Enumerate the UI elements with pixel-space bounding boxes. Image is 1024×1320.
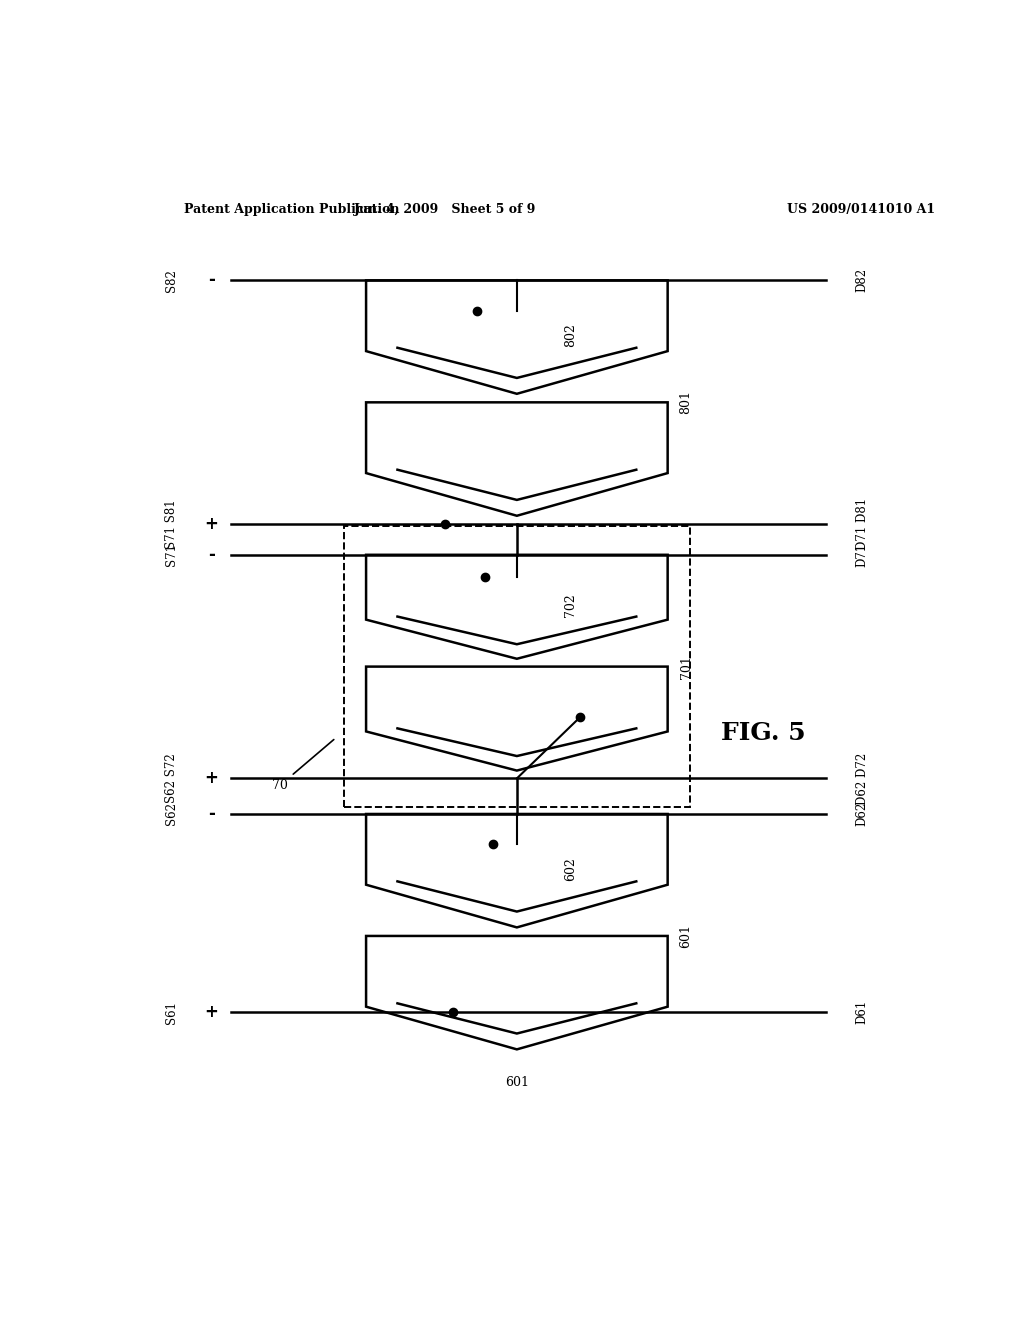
Text: -: - (208, 545, 215, 564)
Text: S61: S61 (165, 1001, 178, 1024)
Text: 701: 701 (680, 655, 692, 678)
Text: 601: 601 (505, 1076, 528, 1089)
Text: Patent Application Publication: Patent Application Publication (183, 203, 399, 216)
Text: 601: 601 (680, 924, 692, 948)
Text: FIG. 5: FIG. 5 (721, 721, 805, 744)
Text: D71: D71 (856, 543, 868, 566)
Text: +: + (205, 770, 218, 788)
Text: S82: S82 (165, 269, 178, 292)
Text: 702: 702 (564, 593, 578, 616)
Text: D62 D72: D62 D72 (856, 752, 868, 804)
Text: Jun. 4, 2009   Sheet 5 of 9: Jun. 4, 2009 Sheet 5 of 9 (354, 203, 537, 216)
Text: +: + (205, 515, 218, 533)
Text: 802: 802 (564, 323, 578, 347)
Text: S62 S72: S62 S72 (165, 754, 178, 804)
Bar (344, 527, 690, 807)
Text: D62: D62 (856, 801, 868, 826)
Text: D71 D81: D71 D81 (856, 498, 868, 550)
Text: S62: S62 (165, 803, 178, 825)
Text: 602: 602 (564, 857, 578, 880)
Text: -: - (208, 272, 215, 289)
Text: D82: D82 (856, 268, 868, 293)
Text: 801: 801 (680, 391, 692, 414)
Text: D61: D61 (856, 1001, 868, 1024)
Text: S71 S81: S71 S81 (165, 499, 178, 549)
Text: +: + (205, 1003, 218, 1022)
Text: -: - (208, 805, 215, 822)
Text: 70: 70 (272, 739, 334, 792)
Text: US 2009/0141010 A1: US 2009/0141010 A1 (786, 203, 935, 216)
Text: S71: S71 (165, 544, 178, 566)
